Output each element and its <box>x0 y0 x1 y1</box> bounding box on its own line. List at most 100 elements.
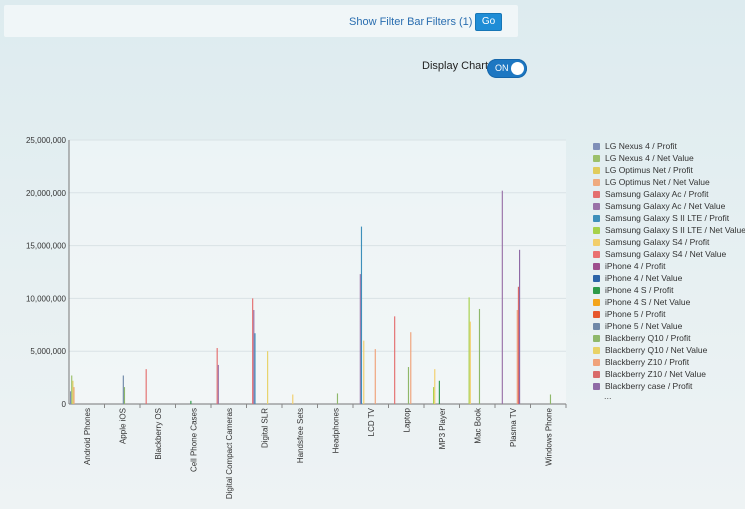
bar <box>73 387 75 404</box>
bar <box>71 375 73 404</box>
bar <box>292 394 294 404</box>
legend-item[interactable]: iPhone 5 / Net Value <box>593 320 745 332</box>
plot-area <box>69 140 566 404</box>
bar <box>410 332 412 404</box>
bar <box>469 321 471 404</box>
legend-label: Samsung Galaxy S4 / Net Value <box>605 249 727 259</box>
legend-item[interactable]: LG Optimus Net / Net Value <box>593 176 745 188</box>
legend-more[interactable]: ... <box>604 391 612 401</box>
legend-label: Blackberry Q10 / Net Value <box>605 345 708 355</box>
legend-item[interactable]: iPhone 4 S / Profit <box>593 284 745 296</box>
bar <box>145 369 147 404</box>
bar <box>190 400 192 404</box>
legend-label: LG Optimus Net / Profit <box>605 165 693 175</box>
legend-item[interactable]: Blackberry Z10 / Net Value <box>593 368 745 380</box>
legend-item[interactable]: Blackberry Q10 / Net Value <box>593 344 745 356</box>
go-button[interactable]: Go <box>475 13 502 31</box>
bar <box>438 380 440 404</box>
legend-label: iPhone 5 / Profit <box>605 309 666 319</box>
legend-swatch <box>593 382 600 390</box>
legend-item[interactable]: Samsung Galaxy S II LTE / Net Value <box>593 224 745 236</box>
legend-label: Blackberry case / Profit <box>605 381 693 391</box>
bar <box>433 387 435 404</box>
legend-label: iPhone 4 S / Net Value <box>605 297 691 307</box>
x-tick-label: Apple iOS <box>118 408 127 444</box>
display-chart-label: Display Chart <box>422 60 489 72</box>
legend-swatch <box>593 262 600 270</box>
legend-swatch <box>593 298 600 306</box>
legend-item[interactable]: iPhone 4 / Net Value <box>593 272 745 284</box>
legend-item[interactable]: Blackberry case / Profit <box>593 380 745 392</box>
filter-bar: Show Filter Bar Filters (1) Go <box>4 5 518 37</box>
show-filter-bar-link[interactable]: Show Filter Bar <box>349 16 425 28</box>
legend-swatch <box>593 142 600 150</box>
legend-item[interactable]: iPhone 4 S / Net Value <box>593 296 745 308</box>
bar <box>516 310 518 404</box>
legend-item[interactable]: iPhone 4 / Profit <box>593 260 745 272</box>
bar <box>267 351 269 404</box>
bar <box>123 387 126 404</box>
bar <box>253 310 255 404</box>
x-tick-label: MP3 Player <box>438 408 447 450</box>
legend-swatch <box>593 202 600 210</box>
y-tick-label: 10,000,000 <box>26 294 67 303</box>
x-tick-label: Handsfree Sets <box>296 408 305 463</box>
bar <box>434 369 436 404</box>
legend-item[interactable]: LG Optimus Net / Profit <box>593 164 745 176</box>
legend-swatch <box>593 370 600 378</box>
legend-swatch <box>593 334 600 342</box>
legend-label: Blackberry Z10 / Profit <box>605 357 690 367</box>
legend-swatch <box>593 286 600 294</box>
bar <box>519 249 521 404</box>
legend-swatch <box>593 238 600 246</box>
bar <box>70 391 72 404</box>
x-tick-label: Mac Book <box>473 407 482 444</box>
legend-item[interactable]: Samsung Galaxy Ac / Net Value <box>593 200 745 212</box>
legend-label: Samsung Galaxy Ac / Profit <box>605 189 709 199</box>
bar <box>478 308 481 404</box>
legend-label: LG Optimus Net / Net Value <box>605 177 710 187</box>
bar <box>374 349 376 404</box>
legend-item[interactable]: LG Nexus 4 / Profit <box>593 140 745 152</box>
legend-item[interactable]: Samsung Galaxy Ac / Profit <box>593 188 745 200</box>
legend-item[interactable]: Blackberry Z10 / Profit <box>593 356 745 368</box>
legend-swatch <box>593 178 600 186</box>
toggle-knob <box>511 62 524 75</box>
legend-item[interactable]: LG Nexus 4 / Net Value <box>593 152 745 164</box>
x-tick-label: Digital SLR <box>260 408 269 448</box>
y-tick-label: 15,000,000 <box>26 242 67 251</box>
x-tick-label: Headphones <box>331 408 340 453</box>
bar <box>363 340 365 404</box>
legend-label: Blackberry Z10 / Net Value <box>605 369 706 379</box>
y-tick-label: 25,000,000 <box>26 136 67 145</box>
legend-label: iPhone 5 / Net Value <box>605 321 683 331</box>
bar <box>549 394 552 404</box>
legend-item[interactable]: iPhone 5 / Profit <box>593 308 745 320</box>
legend-item[interactable]: Samsung Galaxy S4 / Profit <box>593 236 745 248</box>
x-tick-label: Plasma TV <box>509 407 518 447</box>
legend-item[interactable]: Samsung Galaxy S4 / Net Value <box>593 248 745 260</box>
y-tick-label: 5,000,000 <box>30 347 66 356</box>
y-tick-label: 0 <box>62 400 67 409</box>
legend-item[interactable]: Blackberry Q10 / Profit <box>593 332 745 344</box>
legend-swatch <box>593 274 600 282</box>
legend-swatch <box>593 346 600 354</box>
legend-label: iPhone 4 / Profit <box>605 261 666 271</box>
toggle-state-text: ON <box>495 63 509 73</box>
legend-swatch <box>593 250 600 258</box>
filters-link[interactable]: Filters (1) <box>426 16 473 28</box>
display-chart-toggle[interactable]: ON <box>487 59 527 78</box>
bar <box>122 375 124 404</box>
bar <box>468 297 470 404</box>
legend-label: Samsung Galaxy S II LTE / Net Value <box>605 225 745 235</box>
bar <box>407 367 410 404</box>
legend-swatch <box>593 190 600 198</box>
bar <box>360 226 363 404</box>
legend-swatch <box>593 166 600 174</box>
legend-item[interactable]: Samsung Galaxy S II LTE / Profit <box>593 212 745 224</box>
legend-swatch <box>593 214 600 222</box>
legend-swatch <box>593 154 600 162</box>
legend-swatch <box>593 310 600 318</box>
x-tick-label: Cell Phone Cases <box>189 408 198 472</box>
